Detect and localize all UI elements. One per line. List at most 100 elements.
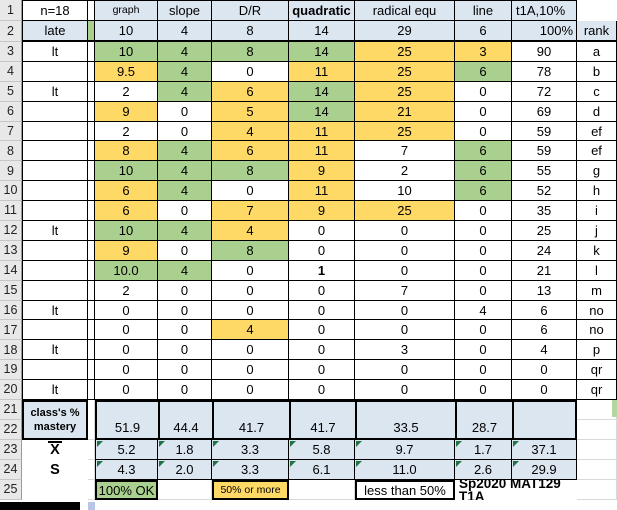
score-cell[interactable]: 11: [289, 181, 355, 202]
blank-cell[interactable]: [577, 420, 617, 441]
score-cell[interactable]: 0: [212, 61, 289, 82]
score-cell[interactable]: 0: [158, 360, 212, 381]
score-cell[interactable]: 2: [95, 121, 158, 142]
row-header[interactable]: 23: [0, 440, 22, 461]
score-cell[interactable]: 4: [158, 161, 212, 182]
narrow-cell[interactable]: [88, 42, 95, 62]
stdev-value-cell[interactable]: 6.1: [289, 460, 355, 481]
score-cell[interactable]: 0: [455, 101, 512, 122]
narrow-cell[interactable]: [88, 260, 95, 281]
narrow-cell-green[interactable]: [88, 21, 95, 42]
total-cell[interactable]: 90: [512, 42, 577, 62]
late-flag-cell[interactable]: [22, 181, 88, 202]
row-header[interactable]: 2: [0, 21, 22, 42]
key-value-cell[interactable]: 10: [95, 21, 158, 42]
rank-cell[interactable]: qr: [577, 360, 617, 381]
row-header[interactable]: 25: [0, 480, 22, 501]
narrow-cell[interactable]: [88, 240, 95, 261]
row-header[interactable]: 11: [0, 201, 22, 222]
legend-50-or-more[interactable]: 50% or more: [212, 480, 289, 501]
score-cell[interactable]: 0: [455, 260, 512, 281]
stdev-value-cell[interactable]: 4.3: [95, 460, 158, 481]
score-cell[interactable]: 5: [212, 101, 289, 122]
total-cell[interactable]: 21: [512, 260, 577, 281]
rank-cell[interactable]: c: [577, 81, 617, 102]
narrow-cell[interactable]: [88, 61, 95, 82]
score-cell[interactable]: 0: [455, 360, 512, 381]
key-value-cell[interactable]: 29: [355, 21, 455, 42]
score-cell[interactable]: 0: [355, 221, 455, 241]
score-cell[interactable]: 4: [158, 141, 212, 162]
rank-cell[interactable]: b: [577, 61, 617, 82]
late-flag-cell[interactable]: lt: [22, 380, 88, 401]
score-cell[interactable]: 2: [95, 280, 158, 301]
score-cell[interactable]: 0: [289, 340, 355, 361]
row-header[interactable]: 4: [0, 61, 22, 82]
score-cell[interactable]: 0: [355, 360, 455, 381]
narrow-cell[interactable]: [88, 81, 95, 102]
score-cell[interactable]: 0: [355, 240, 455, 261]
mastery-percent-cell[interactable]: 41.7: [289, 400, 355, 441]
score-cell[interactable]: 4: [158, 42, 212, 62]
score-cell[interactable]: 0: [95, 300, 158, 321]
narrow-cell[interactable]: [88, 181, 95, 202]
score-cell[interactable]: 10: [95, 42, 158, 62]
score-cell[interactable]: 0: [455, 121, 512, 142]
score-cell[interactable]: 21: [355, 101, 455, 122]
score-cell[interactable]: 9: [95, 101, 158, 122]
total-cell[interactable]: 0: [512, 360, 577, 381]
score-cell[interactable]: 0: [95, 320, 158, 341]
score-cell[interactable]: 14: [289, 101, 355, 122]
rank-cell[interactable]: a: [577, 42, 617, 62]
column-header-line[interactable]: line: [455, 0, 512, 21]
score-cell[interactable]: 0: [212, 260, 289, 281]
row-header[interactable]: 18: [0, 340, 22, 361]
mean-value-cell[interactable]: 5.2: [95, 440, 158, 461]
row-header[interactable]: 16: [0, 300, 22, 321]
late-flag-cell[interactable]: [22, 320, 88, 341]
mean-value-cell[interactable]: 37.1: [512, 440, 577, 461]
score-cell[interactable]: 25: [355, 81, 455, 102]
column-header-slope[interactable]: slope: [158, 0, 212, 21]
score-cell[interactable]: 8: [212, 240, 289, 261]
narrow-cell[interactable]: [88, 340, 95, 361]
rank-cell[interactable]: j: [577, 221, 617, 241]
total-cell[interactable]: 6: [512, 320, 577, 341]
cell-n-count[interactable]: n=18: [22, 0, 88, 21]
late-flag-cell[interactable]: lt: [22, 300, 88, 321]
late-flag-cell[interactable]: [22, 240, 88, 261]
score-cell[interactable]: 7: [355, 141, 455, 162]
score-cell[interactable]: 0: [455, 201, 512, 222]
column-header-radical-equ[interactable]: radical equ: [355, 0, 455, 21]
blank-cell[interactable]: [577, 0, 617, 21]
key-percent-cell[interactable]: 100%: [512, 21, 577, 42]
score-cell[interactable]: 6: [455, 61, 512, 82]
narrow-cell[interactable]: [88, 121, 95, 142]
narrow-cell[interactable]: [88, 141, 95, 162]
late-flag-cell[interactable]: [22, 101, 88, 122]
mastery-percent-cell[interactable]: 44.4: [158, 400, 212, 441]
narrow-cell[interactable]: [88, 280, 95, 301]
total-cell[interactable]: 72: [512, 81, 577, 102]
score-cell[interactable]: 6: [212, 141, 289, 162]
rank-cell[interactable]: k: [577, 240, 617, 261]
rank-header-cell[interactable]: rank: [577, 21, 617, 42]
score-cell[interactable]: 14: [289, 81, 355, 102]
blank-cell[interactable]: [577, 440, 617, 461]
rank-cell[interactable]: qr: [577, 380, 617, 401]
row-header[interactable]: 7: [0, 121, 22, 142]
row-header[interactable]: 3: [0, 42, 22, 62]
key-value-cell[interactable]: 14: [289, 21, 355, 42]
total-cell[interactable]: 55: [512, 161, 577, 182]
score-cell[interactable]: 0: [289, 240, 355, 261]
late-flag-cell[interactable]: [22, 161, 88, 182]
late-flag-cell[interactable]: [22, 360, 88, 381]
score-cell[interactable]: 0: [455, 320, 512, 341]
score-cell[interactable]: 4: [158, 81, 212, 102]
score-cell[interactable]: 4: [212, 221, 289, 241]
score-cell[interactable]: 4: [212, 121, 289, 142]
stdev-value-cell[interactable]: 29.9: [512, 460, 577, 481]
score-cell[interactable]: 0: [158, 380, 212, 401]
column-header-quadratic[interactable]: quadratic: [289, 0, 355, 21]
mastery-percent-cell[interactable]: 51.9: [95, 400, 158, 441]
